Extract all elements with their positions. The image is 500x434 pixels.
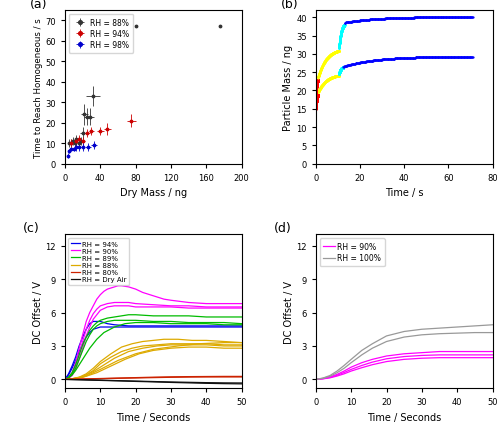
Text: (c): (c) xyxy=(22,222,40,235)
X-axis label: Dry Mass / ng: Dry Mass / ng xyxy=(120,188,187,198)
X-axis label: Time / Seconds: Time / Seconds xyxy=(116,412,190,422)
X-axis label: Time / s: Time / s xyxy=(385,188,424,198)
Legend: RH = 88%, RH = 94%, RH = 98%: RH = 88%, RH = 94%, RH = 98% xyxy=(69,15,133,54)
Y-axis label: Time to Reach Homogeneous / s: Time to Reach Homogeneous / s xyxy=(34,18,42,157)
Text: (a): (a) xyxy=(30,0,47,11)
Legend: RH = 94%, RH = 90%, RH = 89%, RH = 88%, RH = 80%, RH = Dry Air: RH = 94%, RH = 90%, RH = 89%, RH = 88%, … xyxy=(68,238,129,286)
Text: (d): (d) xyxy=(274,222,291,235)
Y-axis label: DC Offset / V: DC Offset / V xyxy=(32,280,42,343)
Y-axis label: DC Offset / V: DC Offset / V xyxy=(284,280,294,343)
Text: (b): (b) xyxy=(280,0,298,11)
Legend: RH = 90%, RH = 100%: RH = 90%, RH = 100% xyxy=(320,239,385,266)
X-axis label: Time / Seconds: Time / Seconds xyxy=(367,412,442,422)
Y-axis label: Particle Mass / ng: Particle Mass / ng xyxy=(284,45,294,131)
